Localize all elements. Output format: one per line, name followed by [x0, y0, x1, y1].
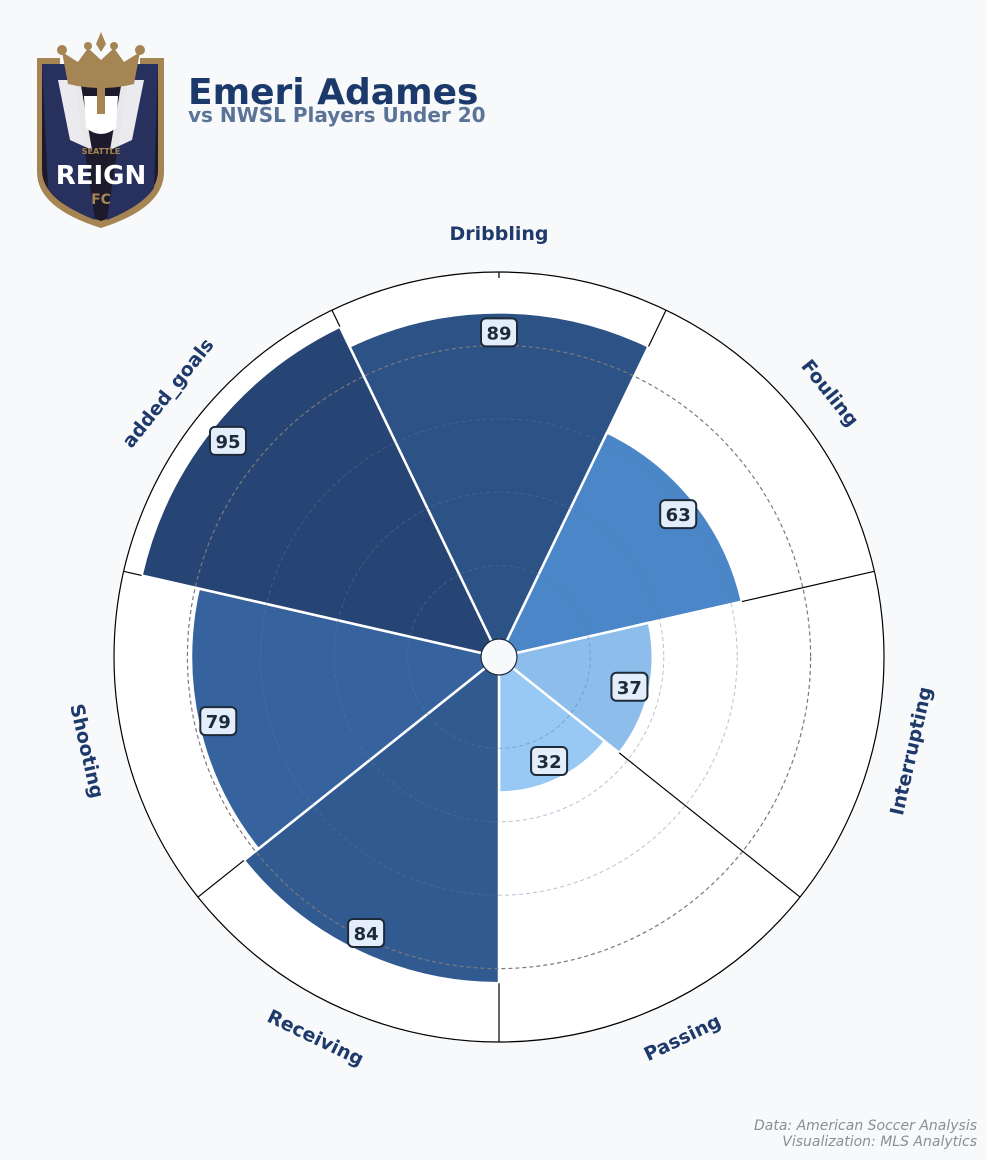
data-source-credit: Data: American Soccer Analysis	[753, 1118, 977, 1134]
bar-shooting	[189, 587, 501, 851]
player-name-title: Emeri Adames	[188, 72, 478, 113]
pizza-plot-area: 89 63 37 32 84 79 95 Dribbling Fouling Interrupti…	[65, 223, 937, 1071]
grid-ring-60	[260, 418, 738, 896]
grid-ring-80	[186, 344, 812, 970]
bar-passing	[497, 655, 607, 794]
value-box-added-goals	[208, 425, 247, 456]
visualization-credit: Visualization: MLS Analytics	[782, 1134, 977, 1150]
divider-line	[123, 570, 142, 576]
divider-line	[647, 309, 667, 347]
bar-dribbling	[348, 311, 650, 659]
category-label-receiving: Receiving	[264, 1006, 367, 1071]
bar-receiving	[242, 655, 501, 985]
credits: Data: American Soccer Analysis Visualiza…	[754, 1118, 977, 1150]
value-box-fouling	[659, 499, 698, 530]
value-label-shooting: 79	[206, 712, 231, 733]
value-label-fouling: 63	[666, 505, 691, 526]
category-label-dribbling: Dribbling	[449, 223, 548, 245]
divider-line	[741, 570, 875, 603]
value-label-added-goals: 95	[215, 432, 240, 453]
grid-ring-20	[407, 565, 591, 749]
category-label-interrupting: Interrupting	[886, 685, 937, 818]
logo-bottom-text: FC	[91, 192, 111, 208]
value-box-interrupting	[610, 671, 649, 702]
category-label-shooting: Shooting	[65, 702, 108, 801]
category-label-fouling: Fouling	[797, 356, 863, 431]
value-label-dribbling: 89	[486, 323, 511, 344]
logo-main-text: REIGN	[56, 161, 147, 191]
value-box-passing	[530, 746, 569, 777]
category-label-passing: Passing	[641, 1010, 725, 1066]
value-label-interrupting: 37	[617, 678, 642, 699]
grid-ring-40	[333, 491, 665, 823]
value-label-passing: 32	[537, 752, 562, 773]
logo-top-text: SEATTLE	[82, 147, 120, 156]
value-box-dribbling	[480, 317, 518, 348]
bar-interrupting	[497, 621, 654, 755]
value-label-receiving: 84	[354, 924, 379, 945]
divider-line	[197, 859, 245, 898]
divider-line	[331, 309, 341, 327]
center-circle	[480, 638, 518, 676]
divider-line	[618, 752, 801, 898]
comparison-subtitle: vs NWSL Players Under 20	[188, 103, 486, 127]
value-box-shooting	[199, 706, 238, 737]
value-box-receiving	[347, 917, 386, 948]
seattle-reign-fc-logo: SEATTLE REIGN FC	[37, 32, 164, 228]
